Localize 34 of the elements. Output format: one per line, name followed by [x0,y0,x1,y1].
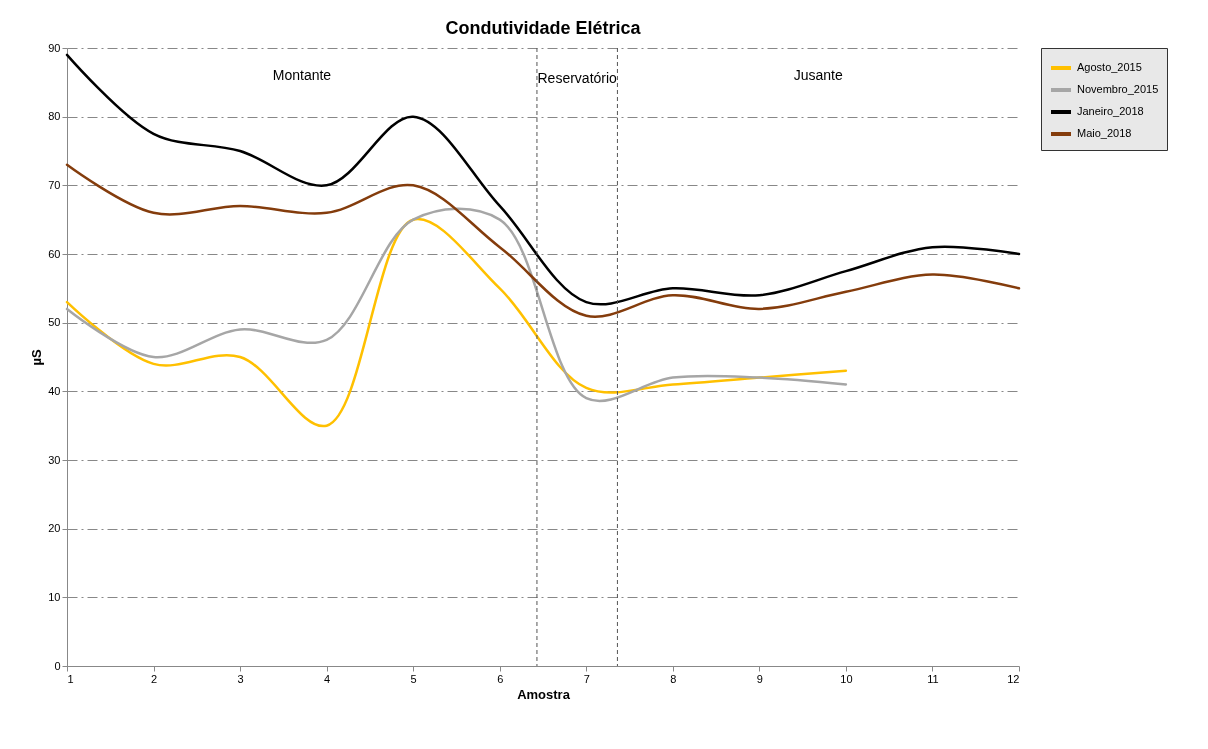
y-tick-label: 50 [48,316,61,329]
y-tick-label: 80 [48,110,61,123]
y-tick-label: 90 [48,41,61,54]
y-tick-label: 70 [48,178,61,191]
legend-label: Janeiro_2018 [1077,105,1144,117]
y-tick-label: 20 [48,522,61,535]
x-tick-label: 10 [840,672,853,685]
legend-label: Novembro_2015 [1077,83,1159,95]
y-tick-label: 30 [48,453,61,466]
legend-label: Agosto_2015 [1077,61,1142,73]
x-tick-label: 9 [756,672,763,685]
x-tick-label: 4 [324,672,331,685]
annotation: Montante [272,67,332,83]
y-tick-label: 10 [48,590,61,603]
y-tick-label: 0 [54,659,61,672]
x-tick-label: 1 [67,672,74,685]
x-tick-label: 5 [410,672,417,685]
x-tick-label: 11 [927,672,939,685]
annotation: Reservatório [537,70,618,86]
x-tick-label: 8 [670,672,677,685]
x-tick-label: 7 [583,672,590,685]
x-tick-label: 12 [1007,672,1020,685]
chart-title: Condutividade Elétrica [445,18,642,38]
x-tick-label: 2 [150,672,158,685]
y-tick-label: 40 [48,384,61,397]
annotation: Jusante [793,67,843,83]
legend-label: Maio_2018 [1077,127,1132,139]
y-tick-label: 60 [48,247,61,260]
x-tick-label: 6 [497,672,504,685]
x-axis-title: Amostra [517,686,571,702]
y-axis-title: µS [29,349,45,366]
line-series [65,163,1021,318]
line-series [65,218,848,427]
x-tick-label: 3 [237,672,244,685]
